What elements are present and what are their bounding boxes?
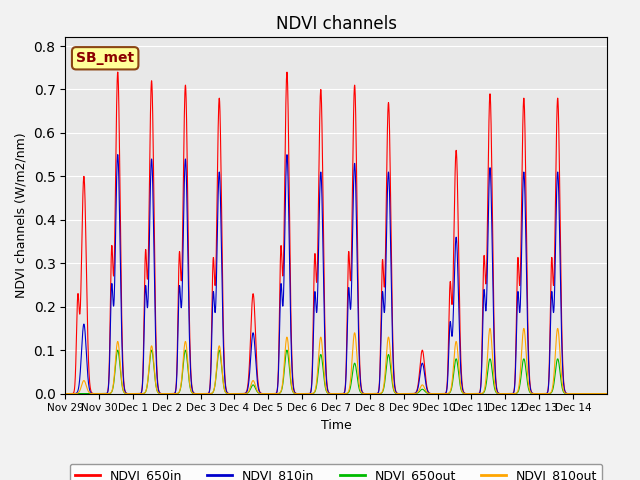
- X-axis label: Time: Time: [321, 419, 351, 432]
- Text: SB_met: SB_met: [76, 51, 134, 65]
- Y-axis label: NDVI channels (W/m2/nm): NDVI channels (W/m2/nm): [15, 132, 28, 298]
- Title: NDVI channels: NDVI channels: [275, 15, 397, 33]
- Legend: NDVI_650in, NDVI_810in, NDVI_650out, NDVI_810out: NDVI_650in, NDVI_810in, NDVI_650out, NDV…: [70, 464, 602, 480]
